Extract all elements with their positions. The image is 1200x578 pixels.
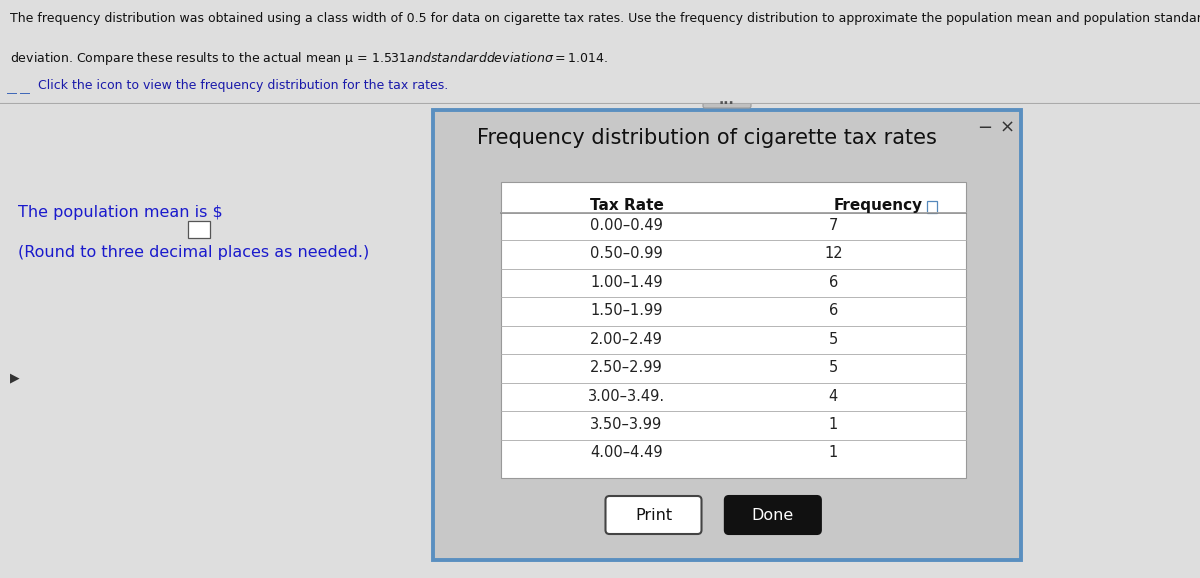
- Text: ▶: ▶: [10, 372, 19, 384]
- FancyBboxPatch shape: [606, 496, 702, 534]
- Text: 2.50–2.99: 2.50–2.99: [590, 360, 662, 375]
- Text: 6: 6: [829, 303, 838, 318]
- Text: 3.50–3.99: 3.50–3.99: [590, 417, 662, 432]
- Text: 1: 1: [829, 446, 838, 461]
- Text: 6: 6: [829, 275, 838, 290]
- Text: Done: Done: [751, 507, 794, 523]
- Text: ...: ...: [719, 93, 734, 107]
- Text: 0.00–0.49: 0.00–0.49: [590, 218, 662, 233]
- FancyBboxPatch shape: [20, 93, 30, 94]
- Text: Frequency distribution of cigarette tax rates: Frequency distribution of cigarette tax …: [478, 128, 937, 148]
- FancyBboxPatch shape: [433, 110, 1021, 560]
- FancyBboxPatch shape: [7, 93, 17, 94]
- Text: deviation. Compare these results to the actual mean μ = $1.531 and standard devi: deviation. Compare these results to the …: [10, 50, 607, 67]
- Text: 5: 5: [829, 332, 838, 347]
- Text: ×: ×: [1000, 119, 1014, 137]
- FancyBboxPatch shape: [502, 182, 966, 478]
- Text: The population mean is $: The population mean is $: [18, 205, 223, 220]
- FancyBboxPatch shape: [703, 92, 751, 108]
- Text: 2.00–2.49: 2.00–2.49: [590, 332, 662, 347]
- Text: 3.00–3.49.: 3.00–3.49.: [588, 388, 665, 403]
- Text: Click the icon to view the frequency distribution for the tax rates.: Click the icon to view the frequency dis…: [38, 79, 449, 92]
- Text: Print: Print: [635, 507, 672, 523]
- FancyBboxPatch shape: [188, 221, 210, 238]
- Text: The frequency distribution was obtained using a class width of 0.5 for data on c: The frequency distribution was obtained …: [10, 13, 1200, 25]
- Text: 4: 4: [829, 388, 838, 403]
- FancyBboxPatch shape: [725, 496, 821, 534]
- Text: 1.50–1.99: 1.50–1.99: [590, 303, 662, 318]
- Text: 5: 5: [829, 360, 838, 375]
- Text: Tax Rate: Tax Rate: [589, 198, 664, 213]
- Text: −: −: [978, 119, 992, 137]
- Text: 1: 1: [829, 417, 838, 432]
- Text: 0.50–0.99: 0.50–0.99: [590, 246, 662, 261]
- Text: 12: 12: [824, 246, 842, 261]
- Text: (Round to three decimal places as needed.): (Round to three decimal places as needed…: [18, 245, 370, 260]
- Text: 1.00–1.49: 1.00–1.49: [590, 275, 662, 290]
- Text: 7: 7: [829, 218, 838, 233]
- Text: 4.00–4.49: 4.00–4.49: [590, 446, 662, 461]
- Text: Frequency: Frequency: [833, 198, 923, 213]
